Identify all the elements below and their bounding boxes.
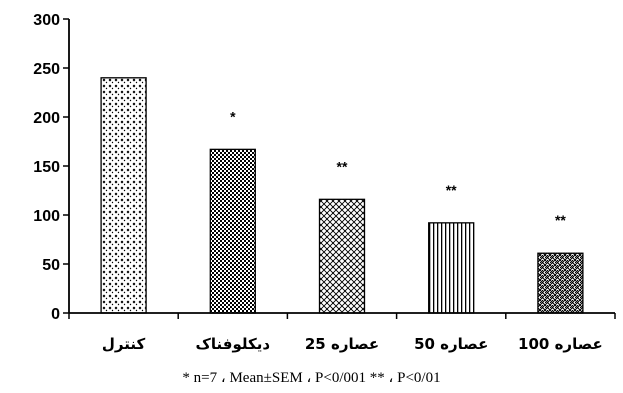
y-axis-ticks: 0 50 100 150 200 250 300 (33, 12, 69, 323)
x-category-label: عصاره 100 (518, 335, 603, 353)
x-axis-category-labels: کنترل دیکلوفناک عصاره 25 عصاره 50 عصاره 100 (102, 335, 603, 353)
bar (537, 252, 584, 314)
bars: ******* (100, 77, 584, 314)
bar (318, 198, 366, 314)
y-tick-label: 150 (33, 159, 60, 176)
significance-label: ** (337, 158, 348, 174)
y-tick-label: 0 (51, 306, 60, 323)
significance-label: ** (555, 212, 566, 228)
x-category-label: عصاره 25 (305, 335, 379, 353)
x-category-label: عصاره 50 (414, 335, 488, 353)
axes (68, 19, 616, 319)
bar (428, 222, 475, 314)
chart-footnote: n=7 ، Mean±SEM ، P<0/001 ** ، P<0/01 * (182, 370, 441, 386)
y-tick-label: 50 (42, 257, 60, 274)
bar (100, 77, 147, 314)
significance-label: * (230, 108, 236, 124)
y-tick-label: 200 (33, 110, 60, 127)
y-tick-label: 300 (33, 12, 60, 29)
x-category-label: کنترل (102, 335, 146, 353)
y-tick-label: 250 (33, 61, 60, 78)
significance-label: ** (446, 182, 457, 198)
y-tick-label: 100 (33, 208, 60, 225)
bar (209, 148, 256, 314)
x-category-label: دیکلوفناک (196, 335, 271, 353)
